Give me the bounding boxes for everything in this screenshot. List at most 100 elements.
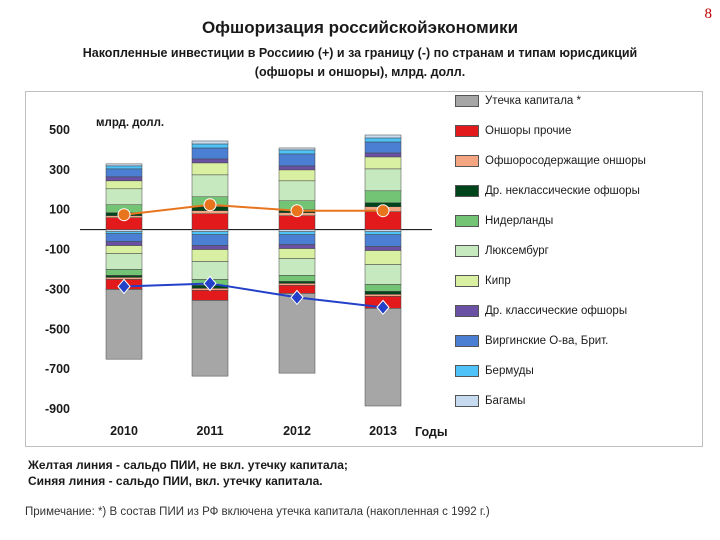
bar-segment [364, 308, 402, 407]
bar-segment [105, 245, 143, 254]
bar-segment [278, 293, 316, 374]
legend-swatch [455, 305, 479, 317]
bar-segment [191, 234, 229, 246]
bar-segment [105, 275, 143, 278]
legend-item: Офшоросодержащие оншоры [455, 153, 646, 169]
legend-label: Др. классические офшоры [485, 305, 628, 317]
y-tick-label: -100 [45, 243, 70, 257]
bar-segment [191, 140, 229, 145]
bar-segment [278, 165, 316, 171]
bar-segment [278, 149, 316, 155]
bar-segment [105, 289, 143, 360]
bar-segment [364, 141, 402, 154]
legend-swatch [455, 335, 479, 347]
x-tick-label: 2011 [196, 424, 223, 438]
bar-segment [278, 169, 316, 182]
x-tick-label: 2012 [283, 424, 311, 438]
bar-segment [105, 229, 143, 232]
legend-item: Утечка капитала * [455, 93, 581, 109]
bar-segment [105, 165, 143, 170]
legend-item: Багамы [455, 393, 525, 409]
bar-segment [191, 229, 229, 232]
series-line [123, 203, 383, 216]
y-tick-label: -300 [45, 282, 70, 296]
line-marker [376, 299, 390, 316]
y-tick-label: 100 [49, 203, 70, 217]
bar-segment [278, 180, 316, 201]
bar-segment [105, 253, 143, 270]
bar-segment [191, 249, 229, 262]
x-axis-label: Годы [415, 425, 448, 439]
legend-swatch [455, 215, 479, 227]
bar-segment [105, 163, 143, 167]
bar-segment [105, 168, 143, 178]
line-marker [117, 208, 131, 222]
bar-segment [105, 241, 143, 246]
legend-item: Нидерланды [455, 213, 553, 229]
line-marker [376, 204, 390, 218]
x-tick-label: 2010 [110, 424, 138, 438]
legend-swatch [455, 95, 479, 107]
bar-segment [364, 156, 402, 170]
legend-item: Др. неклассические офшоры [455, 183, 640, 199]
line-marker [203, 198, 217, 212]
page-title: Офшоризация российскойэкономики [201, 18, 519, 37]
bar-segment [191, 162, 229, 176]
bar-segment [105, 231, 143, 234]
footnote-blue-line: Синяя линия - сальдо ПИИ, вкл. утечку ка… [28, 474, 323, 488]
bar-segment [191, 231, 229, 235]
legend-swatch [455, 365, 479, 377]
y-unit-label: млрд. долл. [96, 117, 164, 129]
bar-segment [278, 234, 316, 245]
legend-item: Кипр [455, 273, 511, 289]
line-marker [203, 275, 217, 292]
bar-segment [278, 231, 316, 235]
legend-swatch [455, 125, 479, 137]
bar-segment [364, 231, 402, 235]
bar-segment [364, 152, 402, 158]
legend-swatch [455, 275, 479, 287]
y-tick-label: 300 [49, 163, 70, 177]
bar-segment [278, 229, 316, 232]
slide-number: 8 [704, 6, 713, 22]
legend-label: Бермуды [485, 365, 534, 377]
legend-label: Кипр [485, 275, 511, 287]
bar-segment [105, 269, 143, 276]
bar-segment [278, 281, 316, 284]
legend-label: Офшоросодержащие оншоры [485, 155, 646, 167]
bar-segment [278, 258, 316, 276]
bar-segment [364, 234, 402, 247]
y-tick-label: -500 [45, 322, 70, 336]
bar-segment [364, 246, 402, 251]
bar-segment [105, 176, 143, 182]
bar-segment [278, 248, 316, 259]
legend-item: Люксембург [455, 243, 549, 259]
bar-segment [191, 300, 229, 377]
bar-segment [278, 244, 316, 249]
legend-swatch [455, 185, 479, 197]
bar-segment [364, 291, 402, 295]
bar-segment [191, 143, 229, 149]
legend-label: Оншоры прочие [485, 125, 572, 137]
bar-segment [105, 180, 143, 190]
x-tick-label: 2013 [369, 424, 397, 438]
bar-segment [278, 215, 316, 230]
legend-label: Багамы [485, 395, 526, 407]
line-marker [290, 289, 304, 306]
bar-segment [105, 233, 143, 242]
bar-segment [364, 284, 402, 292]
subtitle-line-2: (офшоры и оншоры), млрд. долл. [254, 65, 466, 79]
legend-label: Др. неклассические офшоры [485, 185, 640, 197]
series-line [123, 282, 384, 309]
legend-label: Виргинские О-ва, Брит. [485, 335, 609, 347]
legend-swatch [455, 245, 479, 257]
bar-segment [364, 168, 402, 192]
bar-segment [364, 190, 402, 203]
bar-segment [191, 174, 229, 198]
bar-segment [364, 229, 402, 232]
y-tick-label: -700 [45, 362, 70, 376]
bar-segment [278, 275, 316, 282]
legend-swatch [455, 155, 479, 167]
line-marker [290, 204, 304, 218]
y-tick-label: 500 [49, 123, 70, 137]
